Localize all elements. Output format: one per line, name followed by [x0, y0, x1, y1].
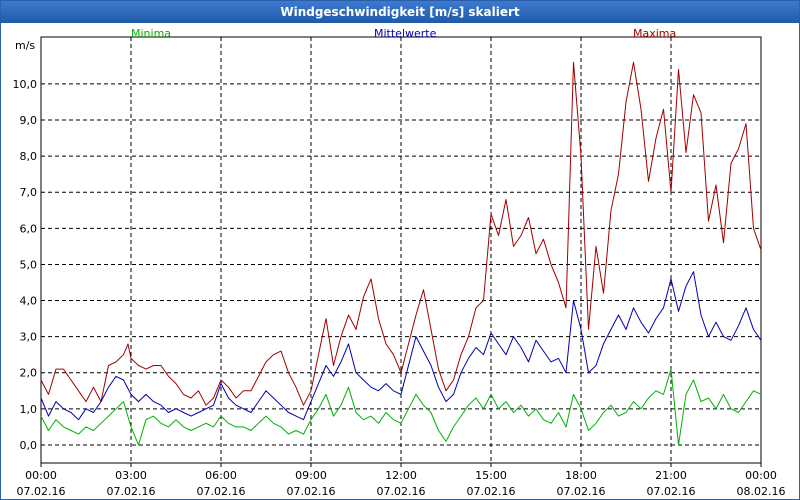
legend: Minima Mittelwerte Maxima	[131, 27, 676, 40]
grid	[41, 37, 761, 463]
x-tick-time: 15:00	[475, 469, 507, 482]
x-tick-time: 12:00	[385, 469, 417, 482]
x-tick-date: 07.02.16	[377, 485, 426, 498]
legend-maxima: Maxima	[633, 27, 676, 40]
x-tick-time: 21:00	[655, 469, 687, 482]
x-tick-date: 08.02.16	[737, 485, 786, 498]
x-tick-time: 00:00	[25, 469, 57, 482]
series	[40, 61, 762, 446]
axes: m/s	[15, 36, 762, 464]
y-tick-label: 5,0	[20, 258, 38, 271]
x-tick-date: 07.02.16	[557, 485, 606, 498]
y-tick-label: 3,0	[20, 331, 38, 344]
tick-labels: 0,0 1,0 2,0 3,0 4,0 5,0 6,0 7,0 8,0 9,0 10,0 00:00 0…	[13, 78, 786, 498]
y-tick-label: 2,0	[20, 367, 38, 380]
y-axis-label: m/s	[15, 39, 35, 52]
series-line-minima	[40, 368, 762, 446]
y-tick-label: 7,0	[20, 186, 38, 199]
series-line-mittelwerte	[40, 271, 762, 421]
y-tick-label: 9,0	[20, 114, 38, 127]
y-tick-label: 8,0	[20, 150, 38, 163]
x-tick-time: 00:00	[745, 469, 777, 482]
y-tick-label: 1,0	[20, 403, 38, 416]
y-tick-label: 6,0	[20, 222, 38, 235]
x-tick-date: 07.02.16	[287, 485, 336, 498]
y-tick-label: 10,0	[13, 78, 38, 91]
x-tick-date: 07.02.16	[107, 485, 156, 498]
x-tick-time: 09:00	[295, 469, 327, 482]
x-tick-date: 07.02.16	[647, 485, 696, 498]
window-title: Windgeschwindigkeit [m/s] skaliert	[1, 1, 799, 23]
x-tick-date: 07.02.16	[467, 485, 516, 498]
x-tick-time: 03:00	[115, 469, 147, 482]
legend-mittelwerte: Mittelwerte	[374, 27, 437, 40]
x-tick-date: 07.02.16	[197, 485, 246, 498]
y-tick-label: 0,0	[20, 439, 38, 452]
legend-minima: Minima	[131, 27, 171, 40]
series-line-maxima	[40, 61, 762, 406]
x-tick-time: 06:00	[205, 469, 237, 482]
y-tick-label: 4,0	[20, 295, 38, 308]
x-tick-date: 07.02.16	[17, 485, 66, 498]
x-tick-time: 18:00	[565, 469, 597, 482]
